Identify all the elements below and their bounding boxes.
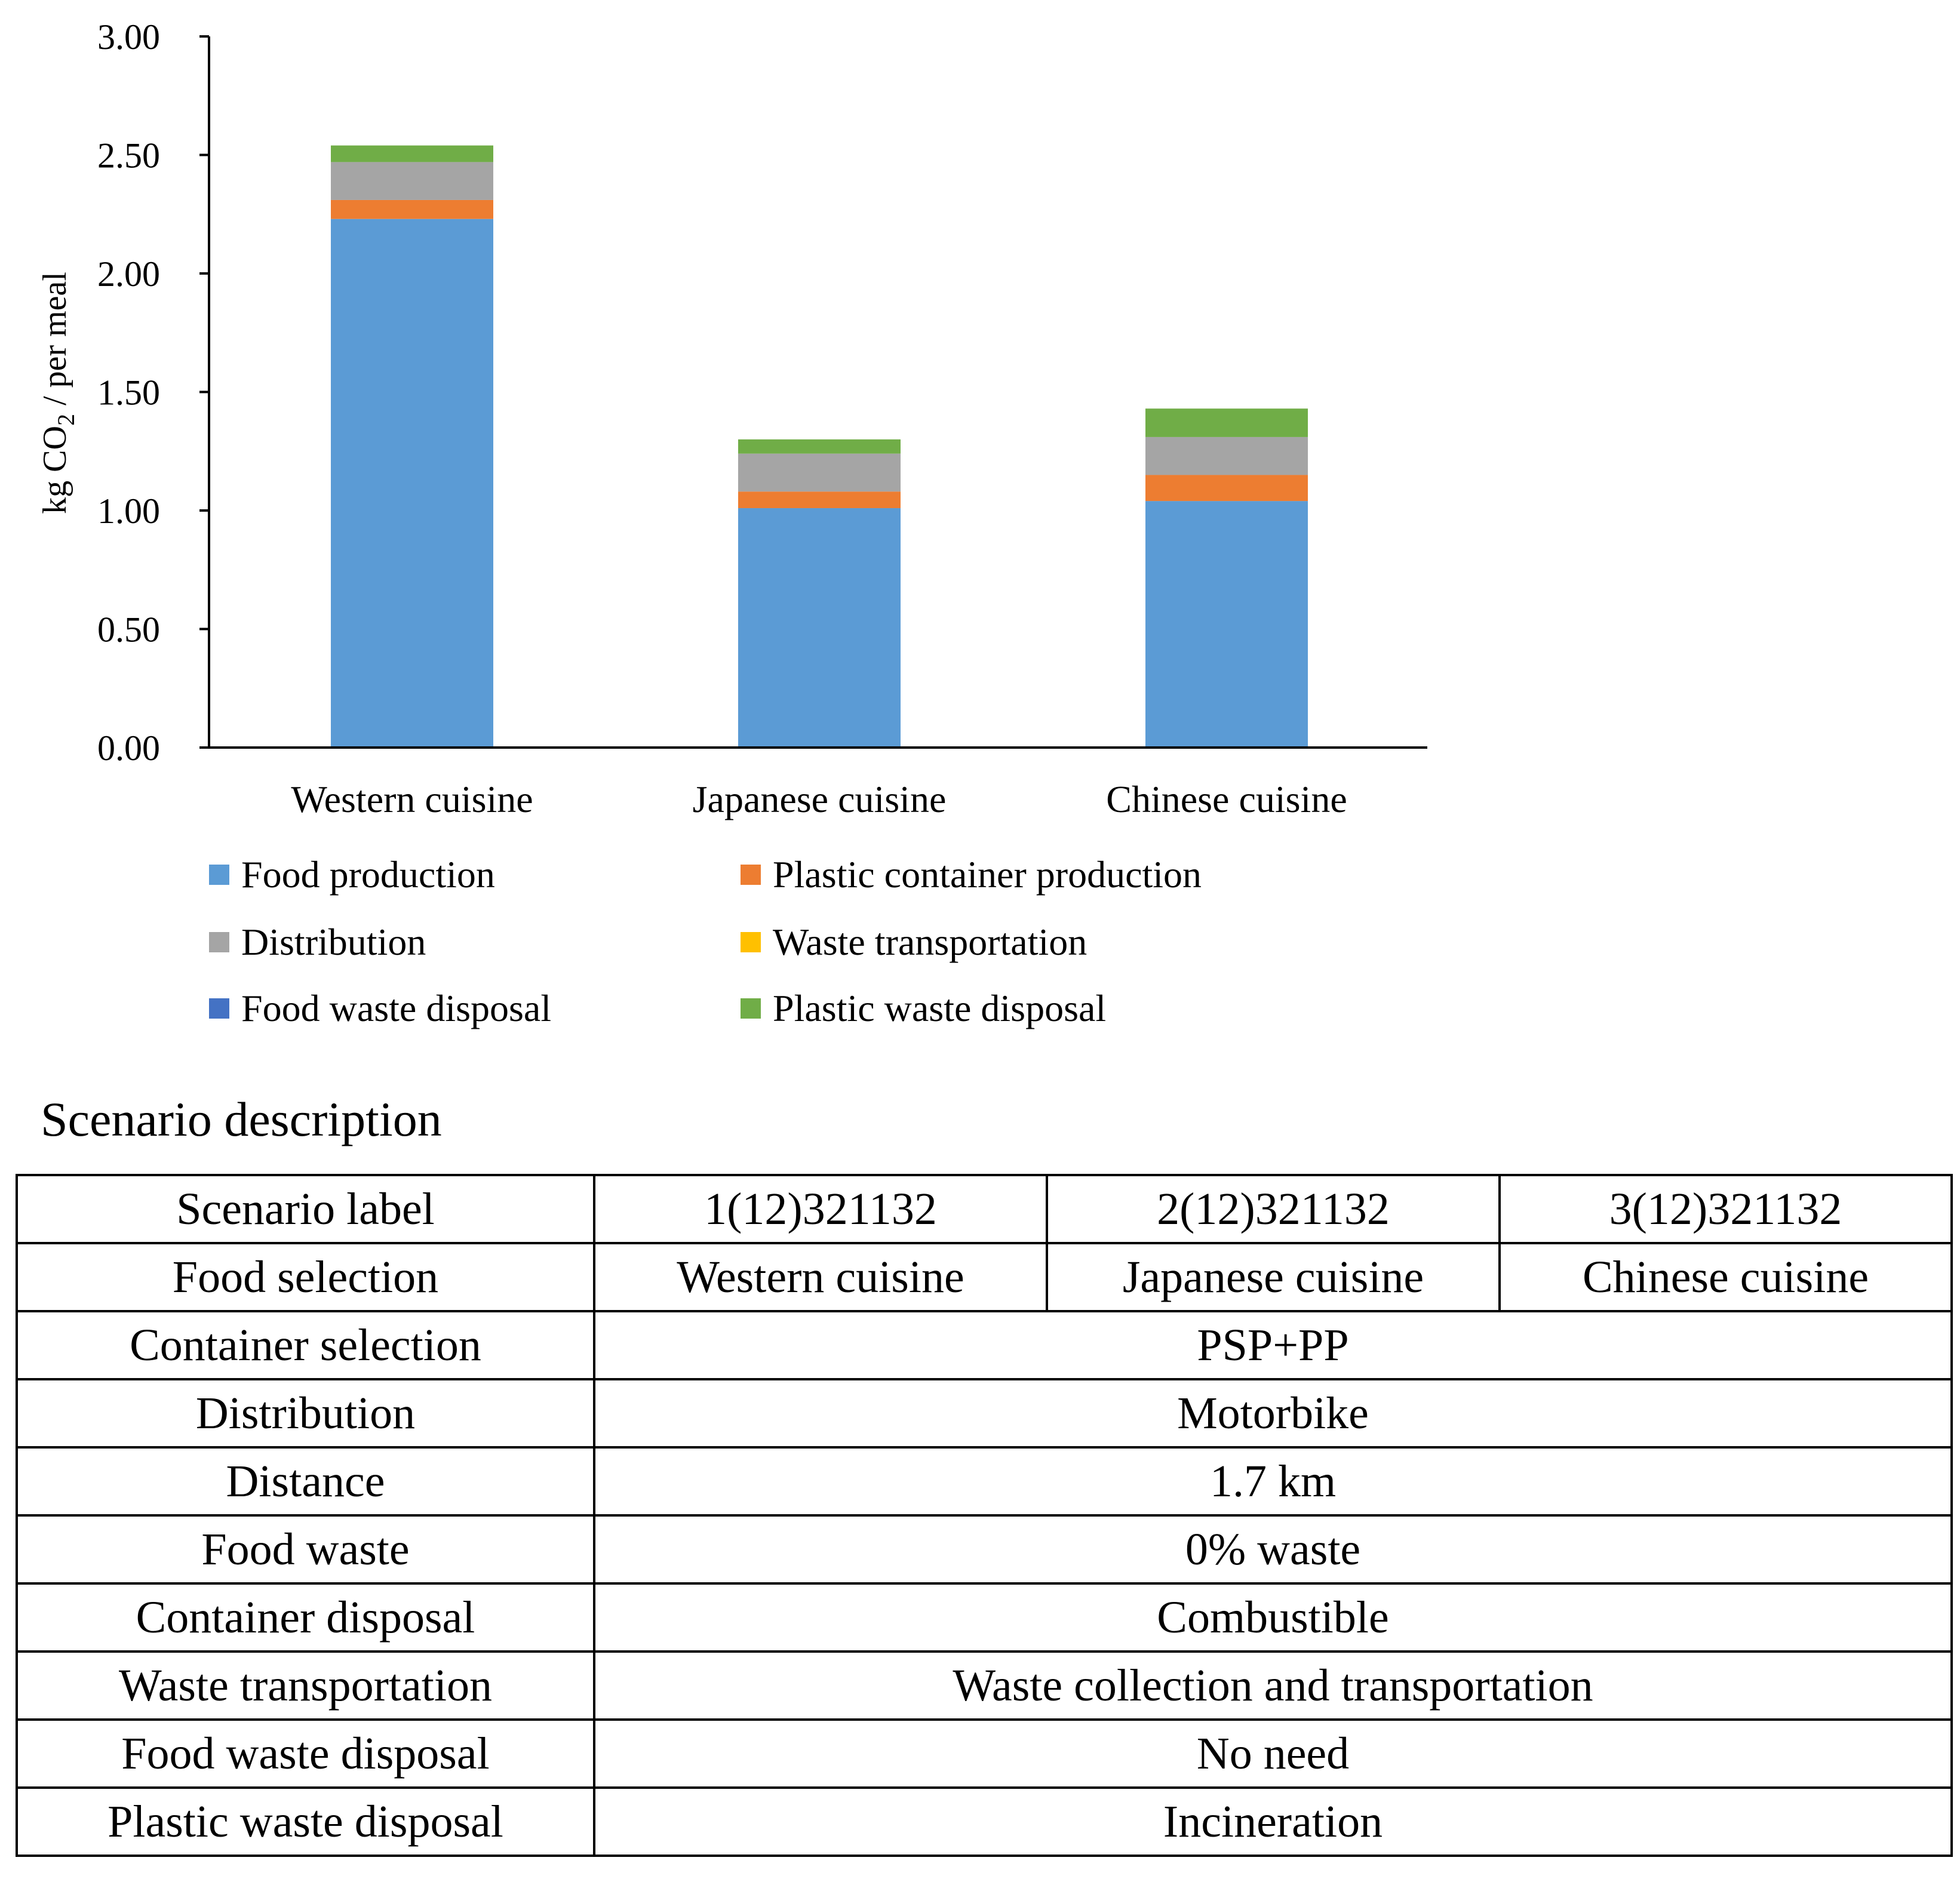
y-tick-label: 0.50 <box>97 610 160 650</box>
legend-swatch <box>741 865 761 885</box>
table-row: Container disposal Combustible <box>16 1582 1953 1653</box>
x-tick-label: Japanese cuisine <box>693 778 947 820</box>
bar-segment-plastic-container-production <box>738 491 901 509</box>
row-label: Waste transportation <box>16 1650 595 1721</box>
table-row: Plastic waste disposal Incineration <box>16 1786 1953 1857</box>
row-label: Distribution <box>16 1378 595 1449</box>
y-tick-label: 3.00 <box>97 17 160 57</box>
row-value: Waste collection and transportation <box>593 1650 1953 1721</box>
table-row-scenario-label: Scenario label 1(12)321132 2(12)321132 3… <box>16 1174 1953 1244</box>
bar-segment-plastic-waste-disposal <box>738 439 901 454</box>
table-row: Distribution Motorbike <box>16 1378 1953 1449</box>
row-value: PSP+PP <box>593 1310 1953 1380</box>
table-row: Distance 1.7 km <box>16 1446 1953 1517</box>
y-tick-label: 1.50 <box>97 373 160 413</box>
legend-item: Distribution <box>209 915 426 969</box>
x-tick-label: Chinese cuisine <box>1106 778 1347 820</box>
legend-label: Plastic waste disposal <box>773 987 1107 1029</box>
bar-segment-food-production <box>331 219 493 748</box>
row-value: 1.7 km <box>593 1446 1953 1517</box>
table-row-food-selection: Food selection Western cuisine Japanese … <box>16 1242 1953 1312</box>
legend-swatch <box>209 998 229 1019</box>
row-value: Incineration <box>593 1786 1953 1857</box>
row-label: Food selection <box>16 1242 595 1312</box>
legend-item: Food waste disposal <box>209 982 551 1035</box>
y-tick-label: 2.00 <box>97 254 160 294</box>
row-label: Scenario label <box>16 1174 595 1244</box>
bar-segment-food-production <box>738 508 901 748</box>
y-tick-label: 1.00 <box>97 491 160 531</box>
x-labels-group: Western cuisine Japanese cuisine Chinese c… <box>291 778 1347 820</box>
table-row: Waste transportation Waste collection and… <box>16 1650 1953 1721</box>
stacked-bar-chart: 0.00 0.50 1.00 1.50 2.00 2.50 3.00 Western cui… <box>36 17 1427 820</box>
row-label: Food waste disposal <box>16 1718 595 1789</box>
food-selection-cell: Chinese cuisine <box>1498 1242 1953 1312</box>
scenario-label-cell: 2(12)321132 <box>1046 1174 1501 1244</box>
legend-label: Food production <box>241 853 495 896</box>
legend-item: Food production <box>209 848 495 902</box>
table-row: Container selection PSP+PP <box>16 1310 1953 1380</box>
legend-item: Waste transportation <box>741 915 1087 969</box>
legend-swatch <box>209 932 229 952</box>
legend-item: Plastic waste disposal <box>741 982 1106 1035</box>
bar-segment-plastic-container-production <box>331 199 493 219</box>
bar-segment-distribution <box>738 453 901 492</box>
row-value: No need <box>593 1718 1953 1789</box>
row-value: 0% waste <box>593 1514 1953 1585</box>
y-tick-label: 2.50 <box>97 136 160 176</box>
bars-group <box>331 145 1308 748</box>
scenario-title: Scenario description <box>41 1092 442 1146</box>
legend-label: Distribution <box>241 921 426 963</box>
table-row: Food waste 0% waste <box>16 1514 1953 1585</box>
scenario-label-cell: 3(12)321132 <box>1498 1174 1953 1244</box>
legend-swatch <box>741 998 761 1019</box>
bar-segment-distribution <box>331 162 493 200</box>
legend-label: Plastic container production <box>773 853 1202 896</box>
legend-swatch <box>209 865 229 885</box>
food-selection-cell: Japanese cuisine <box>1046 1242 1501 1312</box>
row-label: Distance <box>16 1446 595 1517</box>
bar-segment-plastic-container-production <box>1145 475 1308 502</box>
y-axis-label: kg CO2 / per meal <box>36 272 79 514</box>
y-ticks-group: 0.00 0.50 1.00 1.50 2.00 2.50 3.00 <box>97 17 209 768</box>
legend-label: Food waste disposal <box>241 987 552 1029</box>
bar-segment-food-production <box>1145 501 1308 748</box>
row-label: Plastic waste disposal <box>16 1786 595 1857</box>
y-tick-label: 0.00 <box>97 728 160 768</box>
bar-segment-plastic-waste-disposal <box>331 145 493 162</box>
table-row: Food waste disposal No need <box>16 1718 1953 1789</box>
row-label: Food waste <box>16 1514 595 1585</box>
legend-swatch <box>741 932 761 952</box>
bar-segment-distribution <box>1145 436 1308 475</box>
legend-label: Waste transportation <box>773 921 1087 963</box>
bar-segment-plastic-waste-disposal <box>1145 408 1308 437</box>
scenario-label-cell: 1(12)321132 <box>593 1174 1048 1244</box>
legend-item: Plastic container production <box>741 848 1202 902</box>
food-selection-cell: Western cuisine <box>593 1242 1048 1312</box>
row-value: Motorbike <box>593 1378 1953 1449</box>
row-label: Container selection <box>16 1310 595 1380</box>
row-value: Combustible <box>593 1582 1953 1653</box>
row-label: Container disposal <box>16 1582 595 1653</box>
x-tick-label: Western cuisine <box>291 778 533 820</box>
scenario-table: Scenario label 1(12)321132 2(12)321132 3… <box>16 1174 1953 1857</box>
